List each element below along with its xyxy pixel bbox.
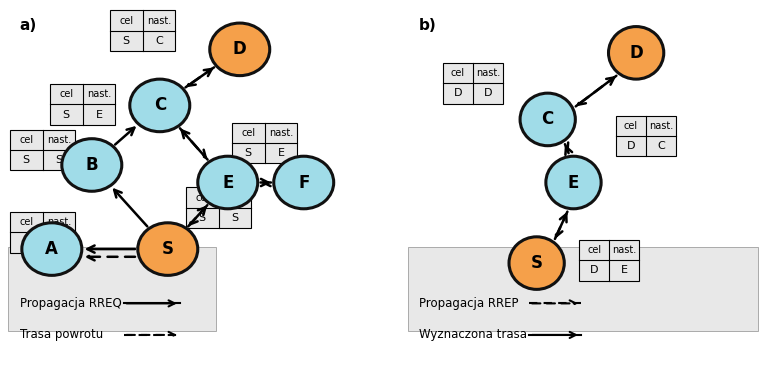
Text: S: S	[198, 213, 205, 223]
FancyBboxPatch shape	[443, 63, 503, 104]
FancyBboxPatch shape	[50, 84, 115, 125]
Text: nast.: nast.	[269, 128, 293, 138]
FancyBboxPatch shape	[186, 187, 252, 228]
Text: C: C	[542, 111, 554, 128]
Text: C: C	[154, 96, 166, 114]
FancyBboxPatch shape	[232, 123, 297, 163]
Circle shape	[520, 93, 575, 146]
Text: Trasa powrotu: Trasa powrotu	[20, 328, 103, 341]
Text: S: S	[122, 36, 130, 46]
FancyBboxPatch shape	[110, 11, 176, 51]
FancyBboxPatch shape	[10, 130, 75, 170]
Text: cel: cel	[451, 68, 465, 78]
Text: nast.: nast.	[476, 68, 500, 78]
Text: nast.: nast.	[47, 217, 71, 227]
Text: E: E	[222, 173, 234, 192]
Text: D: D	[484, 88, 492, 99]
Text: b): b)	[419, 18, 437, 33]
Text: S: S	[531, 254, 543, 272]
Text: cel: cel	[587, 245, 601, 255]
Text: Propagacja RREQ: Propagacja RREQ	[20, 297, 122, 310]
Text: cel: cel	[241, 128, 256, 138]
Text: B: B	[85, 156, 98, 174]
Circle shape	[608, 27, 664, 79]
Text: E: E	[278, 148, 285, 158]
Text: Wyznaczona trasa: Wyznaczona trasa	[419, 328, 527, 341]
Text: C: C	[155, 36, 163, 46]
Text: nast.: nast.	[47, 135, 71, 145]
Text: Propagacja RREP: Propagacja RREP	[419, 297, 518, 310]
Text: S: S	[162, 240, 174, 258]
Text: S: S	[23, 237, 30, 247]
Text: D: D	[626, 141, 635, 151]
Text: S: S	[56, 155, 63, 165]
Text: S: S	[56, 237, 63, 247]
Text: A: A	[45, 240, 58, 258]
Text: E: E	[96, 110, 103, 119]
Circle shape	[546, 156, 601, 209]
FancyBboxPatch shape	[408, 247, 757, 331]
Text: D: D	[630, 44, 643, 62]
Text: C: C	[657, 141, 665, 151]
Text: nast.: nast.	[612, 245, 637, 255]
Circle shape	[198, 156, 258, 209]
Text: a): a)	[20, 18, 37, 33]
Text: cel: cel	[624, 121, 638, 131]
Text: cel: cel	[19, 217, 33, 227]
Text: nast.: nast.	[223, 193, 247, 203]
Text: S: S	[245, 148, 252, 158]
Text: F: F	[298, 173, 310, 192]
Text: S: S	[23, 155, 30, 165]
Text: S: S	[63, 110, 70, 119]
Text: D: D	[453, 88, 462, 99]
Text: cel: cel	[119, 16, 133, 26]
Text: cel: cel	[59, 89, 73, 99]
Circle shape	[62, 139, 122, 191]
Text: nast.: nast.	[649, 121, 673, 131]
Circle shape	[138, 223, 198, 275]
Text: nast.: nast.	[147, 16, 171, 26]
Text: S: S	[231, 213, 238, 223]
FancyBboxPatch shape	[10, 212, 75, 253]
FancyBboxPatch shape	[616, 116, 677, 156]
FancyBboxPatch shape	[579, 240, 640, 281]
Text: cel: cel	[195, 193, 209, 203]
Circle shape	[274, 156, 334, 209]
Text: nast.: nast.	[87, 89, 111, 99]
Circle shape	[22, 223, 82, 275]
Circle shape	[210, 23, 270, 76]
Circle shape	[509, 237, 564, 289]
Text: D: D	[233, 41, 247, 58]
Text: D: D	[590, 265, 598, 276]
Text: E: E	[568, 173, 579, 192]
Text: E: E	[621, 265, 628, 276]
Text: cel: cel	[19, 135, 33, 145]
FancyBboxPatch shape	[8, 247, 216, 331]
Circle shape	[130, 79, 190, 132]
